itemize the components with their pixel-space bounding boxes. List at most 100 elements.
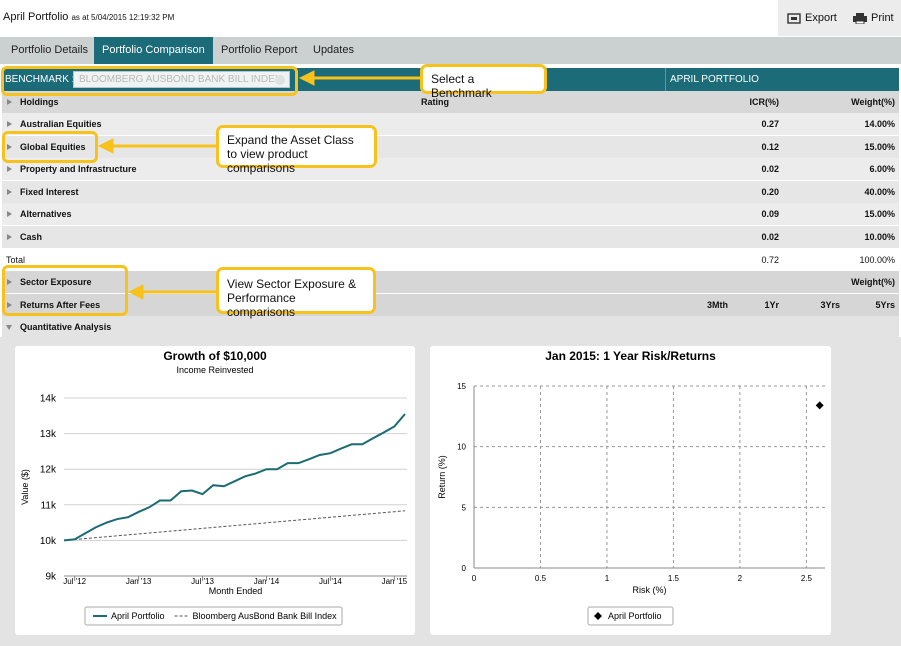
column-header: 5Yrs — [875, 294, 895, 316]
holding-row[interactable]: Fixed Interest 0.20 40.00% — [2, 181, 899, 203]
expand-icon — [7, 211, 12, 217]
column-header: Weight(%) — [851, 271, 895, 293]
icr-value: 0.12 — [761, 136, 779, 158]
weight-value: 6.00% — [869, 158, 895, 180]
section-label: Quantitative Analysis — [20, 316, 111, 338]
weight-value: 40.00% — [864, 181, 895, 203]
x-tick-label: 1 — [605, 574, 610, 583]
y-tick-label: 10 — [457, 443, 466, 452]
total-row: Total0.72100.00% — [2, 249, 899, 271]
legend-label: April Portfolio — [111, 611, 165, 621]
tab[interactable]: Portfolio Report — [213, 37, 305, 64]
series-line — [64, 511, 405, 541]
x-axis-label: Month Ended — [209, 586, 263, 596]
weight-value: 15.00% — [864, 203, 895, 225]
expand-icon — [7, 234, 12, 240]
holding-row[interactable]: Alternatives 0.09 15.00% — [2, 203, 899, 225]
legend-label: April Portfolio — [608, 611, 662, 621]
tab[interactable]: Portfolio Details — [3, 37, 96, 64]
y-tick-label: 12k — [40, 465, 57, 476]
weight-value: 10.00% — [864, 226, 895, 248]
y-tick-label: 15 — [457, 382, 466, 391]
y-axis-label: Value ($) — [20, 469, 30, 505]
column-header: Weight(%) — [851, 91, 895, 113]
action-bar: Export Print — [778, 0, 901, 36]
section-row[interactable]: Quantitative Analysis — [2, 316, 899, 338]
weight-value: 15.00% — [864, 136, 895, 158]
icr-value: 0.02 — [761, 158, 779, 180]
expand-icon — [6, 325, 12, 330]
holding-name: Alternatives — [20, 203, 72, 225]
tab-active[interactable]: Portfolio Comparison — [94, 37, 213, 64]
y-tick-label: 0 — [462, 564, 467, 573]
x-tick-label: Jul '14 — [319, 577, 342, 586]
y-tick-label: 14k — [40, 394, 57, 405]
expand-icon — [7, 121, 12, 127]
expand-icon — [7, 189, 12, 195]
holding-row[interactable]: Property and Infrastructure0.026.00% — [2, 158, 899, 180]
tab[interactable]: Updates — [305, 37, 362, 64]
highlight — [2, 131, 98, 163]
section-row[interactable]: Sector ExposureWeight(%) — [2, 271, 899, 293]
holding-row[interactable]: Global Equities0.1215.00% — [2, 136, 899, 158]
divider — [665, 68, 666, 91]
callout: View Sector Exposure & Performance compa… — [216, 267, 376, 314]
weight-total: 100.00% — [859, 249, 895, 271]
y-tick-label: 13k — [40, 429, 57, 440]
callout: Select a Benchmark — [420, 64, 547, 94]
icr-value: 0.09 — [761, 203, 779, 225]
highlight — [2, 265, 128, 316]
portfolio-label: APRIL PORTFOLIO — [670, 74, 759, 85]
column-header: ICR(%) — [750, 91, 780, 113]
chart-title: Growth of $10,000 — [163, 349, 267, 363]
x-tick-label: 0.5 — [535, 574, 547, 583]
y-tick-label: 9k — [45, 572, 57, 583]
growth-chart: Growth of $10,000 Income Reinvested Month … — [15, 346, 415, 635]
x-tick-label: 1.5 — [668, 574, 680, 583]
icr-total: 0.72 — [761, 249, 779, 271]
expand-icon — [7, 99, 12, 105]
risk-return-chart: Jan 2015: 1 Year Risk/Returns Risk (%) Ret… — [430, 346, 831, 635]
section-row[interactable]: Returns After Fees3Mth1Yr3Yrs5Yrs — [2, 294, 899, 316]
page-title: April Portfolio as at 5/04/2015 12:19:32… — [3, 11, 174, 23]
chart-title: Jan 2015: 1 Year Risk/Returns — [545, 349, 716, 363]
x-tick-label: Jan '13 — [126, 577, 152, 586]
icr-value: 0.02 — [761, 226, 779, 248]
x-axis-label: Risk (%) — [633, 585, 667, 595]
export-icon — [787, 13, 801, 24]
highlight — [1, 66, 298, 96]
x-tick-label: 2.5 — [801, 574, 813, 583]
x-tick-label: Jan '14 — [254, 577, 280, 586]
legend-label: Bloomberg AusBond Bank Bill Index — [193, 611, 338, 621]
x-tick-label: 0 — [472, 574, 477, 583]
holding-name: Fixed Interest — [20, 181, 79, 203]
chart-subtitle: Income Reinvested — [176, 365, 253, 375]
x-tick-label: Jul '13 — [191, 577, 214, 586]
tab-bar: Portfolio Details Portfolio Comparison P… — [0, 37, 901, 64]
timestamp: as at 5/04/2015 12:19:32 PM — [71, 13, 174, 22]
y-tick-label: 11k — [41, 500, 57, 511]
holding-row[interactable]: Cash 0.02 10.00% — [2, 226, 899, 248]
column-header: 3Mth — [707, 294, 728, 316]
y-tick-label: 5 — [462, 503, 467, 512]
y-tick-label: 10k — [40, 536, 57, 547]
icr-value: 0.20 — [761, 181, 779, 203]
x-tick-label: Jul '12 — [63, 577, 86, 586]
expand-icon — [7, 166, 12, 172]
print-button[interactable]: Print — [871, 12, 894, 24]
x-tick-label: 2 — [738, 574, 743, 583]
y-axis-label: Return (%) — [437, 455, 447, 499]
title-text: April Portfolio — [3, 11, 68, 23]
scatter-point — [816, 401, 824, 409]
icr-value: 0.27 — [761, 113, 779, 135]
holding-row[interactable]: Australian Equities0.2714.00% — [2, 113, 899, 135]
holding-name: Cash — [20, 226, 42, 248]
series-line — [64, 414, 405, 540]
weight-value: 14.00% — [864, 113, 895, 135]
print-icon — [853, 13, 867, 24]
column-header: 1Yr — [764, 294, 779, 316]
column-header: 3Yrs — [820, 294, 840, 316]
x-tick-label: Jan '15 — [382, 577, 408, 586]
export-button[interactable]: Export — [805, 12, 837, 24]
